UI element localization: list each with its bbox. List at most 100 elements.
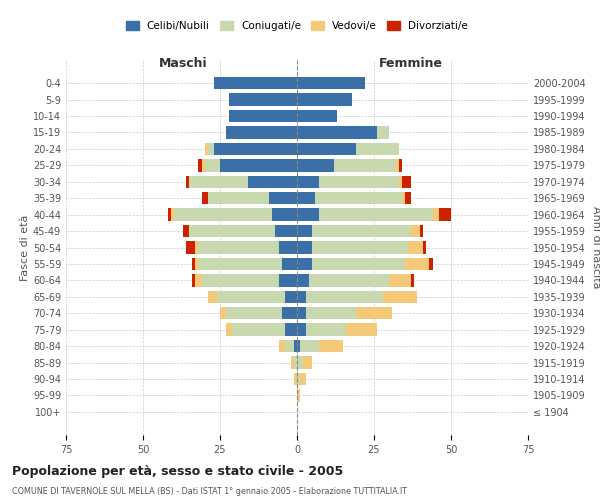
Bar bbox=[192, 274, 196, 286]
Bar bbox=[334, 159, 395, 172]
Bar bbox=[297, 225, 313, 237]
Bar bbox=[356, 143, 398, 155]
Bar bbox=[313, 258, 405, 270]
Bar bbox=[297, 159, 334, 172]
Bar bbox=[297, 373, 300, 385]
Bar bbox=[395, 159, 398, 172]
Bar bbox=[189, 176, 248, 188]
Bar bbox=[281, 258, 297, 270]
Bar bbox=[294, 356, 297, 368]
Bar bbox=[306, 290, 383, 303]
Bar bbox=[229, 110, 297, 122]
Bar bbox=[199, 258, 281, 270]
Bar bbox=[306, 324, 346, 336]
Bar bbox=[171, 208, 174, 221]
Bar bbox=[316, 192, 402, 204]
Bar bbox=[189, 225, 275, 237]
Bar bbox=[313, 242, 408, 254]
Bar bbox=[297, 356, 303, 368]
Bar bbox=[183, 225, 189, 237]
Bar bbox=[229, 94, 297, 106]
Bar bbox=[319, 208, 433, 221]
Bar bbox=[226, 126, 297, 138]
Bar bbox=[284, 290, 297, 303]
Bar bbox=[269, 192, 297, 204]
Bar bbox=[214, 77, 297, 90]
Bar bbox=[226, 307, 281, 320]
Bar bbox=[220, 307, 226, 320]
Bar bbox=[208, 143, 214, 155]
Bar bbox=[297, 143, 356, 155]
Bar bbox=[306, 307, 356, 320]
Bar bbox=[402, 176, 411, 188]
Y-axis label: Anni di nascita: Anni di nascita bbox=[591, 206, 600, 289]
Bar bbox=[297, 242, 313, 254]
Bar bbox=[389, 274, 411, 286]
Bar bbox=[232, 324, 284, 336]
Bar bbox=[214, 143, 297, 155]
Bar bbox=[297, 208, 319, 221]
Bar bbox=[319, 176, 398, 188]
Y-axis label: Fasce di età: Fasce di età bbox=[20, 214, 30, 280]
Bar bbox=[217, 290, 284, 303]
Bar bbox=[167, 208, 171, 221]
Text: Femmine: Femmine bbox=[379, 57, 443, 70]
Bar bbox=[411, 274, 414, 286]
Bar bbox=[405, 258, 430, 270]
Bar bbox=[284, 340, 294, 352]
Bar bbox=[248, 176, 297, 188]
Bar bbox=[297, 176, 319, 188]
Bar bbox=[297, 77, 365, 90]
Bar bbox=[199, 159, 202, 172]
Bar bbox=[313, 225, 411, 237]
Bar bbox=[278, 274, 297, 286]
Bar bbox=[297, 110, 337, 122]
Bar bbox=[356, 307, 392, 320]
Bar bbox=[420, 225, 423, 237]
Bar bbox=[297, 126, 377, 138]
Bar bbox=[294, 340, 297, 352]
Text: Popolazione per età, sesso e stato civile - 2005: Popolazione per età, sesso e stato civil… bbox=[12, 465, 343, 478]
Bar bbox=[383, 290, 417, 303]
Bar bbox=[408, 242, 423, 254]
Bar bbox=[297, 389, 300, 402]
Bar bbox=[294, 373, 297, 385]
Bar bbox=[297, 324, 306, 336]
Bar bbox=[291, 356, 294, 368]
Bar bbox=[297, 307, 306, 320]
Legend: Celibi/Nubili, Coniugati/e, Vedovi/e, Divorziati/e: Celibi/Nubili, Coniugati/e, Vedovi/e, Di… bbox=[122, 16, 472, 35]
Bar bbox=[284, 324, 297, 336]
Bar bbox=[186, 176, 189, 188]
Bar bbox=[297, 290, 306, 303]
Bar bbox=[278, 340, 284, 352]
Bar bbox=[226, 324, 232, 336]
Bar bbox=[278, 242, 297, 254]
Bar bbox=[402, 192, 405, 204]
Bar bbox=[297, 274, 310, 286]
Bar bbox=[205, 159, 220, 172]
Bar bbox=[310, 274, 389, 286]
Bar bbox=[297, 340, 300, 352]
Text: COMUNE DI TAVERNOLE SUL MELLA (BS) - Dati ISTAT 1° gennaio 2005 - Elaborazione T: COMUNE DI TAVERNOLE SUL MELLA (BS) - Dat… bbox=[12, 488, 407, 496]
Bar bbox=[398, 159, 402, 172]
Bar bbox=[186, 242, 196, 254]
Bar bbox=[174, 208, 272, 221]
Text: Maschi: Maschi bbox=[159, 57, 208, 70]
Bar bbox=[300, 373, 306, 385]
Bar bbox=[275, 225, 297, 237]
Bar bbox=[205, 143, 208, 155]
Bar bbox=[297, 192, 316, 204]
Bar bbox=[202, 274, 278, 286]
Bar bbox=[208, 290, 217, 303]
Bar bbox=[208, 192, 269, 204]
Bar bbox=[300, 340, 319, 352]
Bar bbox=[192, 258, 196, 270]
Bar bbox=[220, 159, 297, 172]
Bar bbox=[377, 126, 389, 138]
Bar bbox=[281, 307, 297, 320]
Bar bbox=[199, 242, 278, 254]
Bar bbox=[319, 340, 343, 352]
Bar bbox=[297, 94, 352, 106]
Bar bbox=[303, 356, 313, 368]
Bar bbox=[196, 258, 199, 270]
